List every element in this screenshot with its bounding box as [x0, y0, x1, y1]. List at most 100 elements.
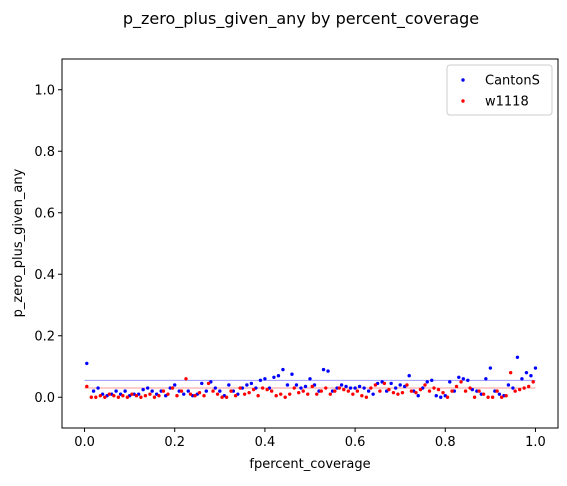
series-1-point [441, 390, 445, 395]
series-1-point [346, 389, 351, 393]
x-tick-label: 1.0 [525, 435, 546, 450]
series-1-point [526, 384, 531, 389]
series-0-point [389, 381, 393, 386]
axes-layer: 0.0 0.2 0.4 0.6 0.8 1.0 0.0 0.2 0.4 0.6 0.8 1.0 [34, 58, 559, 450]
series-1-point [396, 392, 400, 396]
series-0-point [515, 355, 520, 359]
series-0-point [263, 377, 267, 381]
series-1-point [184, 377, 188, 381]
series-1-point [504, 394, 508, 398]
series-0-point [114, 389, 118, 393]
series-1-point [315, 392, 319, 396]
series-0-point [524, 370, 529, 375]
series-1-point [130, 392, 134, 396]
series-1-point [481, 392, 486, 396]
series-0-point [497, 392, 502, 396]
series-0-point [276, 374, 281, 378]
series-1-point [522, 386, 526, 390]
series-1-point [360, 394, 364, 398]
series-0-point [407, 374, 411, 378]
legend: CantonS w1118 [446, 64, 553, 116]
series-0-point [357, 384, 362, 389]
series-0-point [294, 383, 299, 387]
series-0-point [398, 383, 402, 387]
series-0-point [511, 386, 515, 390]
series-1-point [242, 392, 247, 396]
series-1-point [288, 392, 292, 396]
series-1-point [89, 395, 94, 399]
series-1-point [202, 394, 206, 398]
series-0-point [272, 375, 276, 379]
series-1-point [423, 383, 427, 387]
series-1-point [495, 389, 499, 393]
series-1-point [369, 386, 373, 390]
series-1-point [107, 392, 112, 396]
series-1-point [112, 394, 116, 398]
series-0-point [326, 369, 330, 373]
series-0-point [416, 394, 420, 398]
legend-marker-0 [461, 78, 465, 82]
series-1-point [508, 370, 513, 375]
series-1-point [215, 392, 220, 396]
series-1-point [265, 387, 269, 392]
series-0-point [213, 386, 218, 390]
series-0-point [439, 395, 443, 399]
series-1-point [166, 392, 170, 396]
series-1-point [139, 395, 143, 399]
y-tick-label: 1.0 [34, 83, 55, 98]
series-1-point [333, 389, 337, 393]
series-0-point [506, 383, 511, 387]
series-0-point [484, 377, 488, 381]
series-0-point [393, 386, 398, 390]
series-1-point [324, 386, 328, 390]
series-0-point [344, 384, 348, 389]
series-1-point [301, 389, 305, 393]
series-1-point [373, 383, 378, 387]
series-1-point [260, 386, 265, 390]
series-0-point [321, 367, 326, 372]
series-1-point [251, 387, 256, 392]
series-1-point [247, 390, 251, 395]
series-0-point [145, 386, 150, 390]
series-0-point [299, 386, 303, 390]
series-0-point [290, 372, 294, 376]
series-1-point [125, 395, 130, 399]
series-1-point [355, 389, 360, 393]
series-1-point [283, 395, 287, 399]
x-tick-label: 0.0 [74, 435, 95, 450]
series-1-point [463, 389, 468, 393]
series-1-point [224, 395, 229, 399]
series-0-point [245, 383, 249, 387]
series-1-point [161, 389, 166, 393]
series-1-point [400, 390, 405, 395]
series-0-point [448, 380, 452, 384]
series-0-point [281, 367, 285, 372]
series-1-point [454, 384, 459, 389]
series-0-point [362, 386, 366, 390]
y-tick-label: 0.6 [34, 206, 55, 221]
series-1-point [116, 395, 121, 399]
series-1-point [179, 389, 184, 393]
series-0-point [141, 387, 145, 392]
series-1-point [328, 392, 332, 396]
y-tick-label: 0.4 [34, 268, 55, 283]
series-1-point [188, 392, 193, 396]
series-1-point [278, 392, 283, 396]
series-1-point [256, 394, 260, 398]
legend-marker-1 [461, 99, 465, 103]
series-1-point [297, 390, 301, 395]
series-1-point [531, 380, 535, 384]
series-1-point [206, 381, 211, 386]
series-0-point [348, 386, 353, 390]
legend-label-0: CantonS [485, 74, 540, 89]
series-0-point [227, 383, 231, 387]
series-1-point [94, 395, 98, 399]
series-0-point [339, 383, 344, 387]
series-1-point [364, 395, 369, 399]
series-0-point [425, 380, 429, 384]
series-1-point [233, 394, 238, 398]
series-1-point [405, 383, 409, 387]
series-0-point [218, 389, 222, 393]
series-0-point [434, 394, 438, 398]
